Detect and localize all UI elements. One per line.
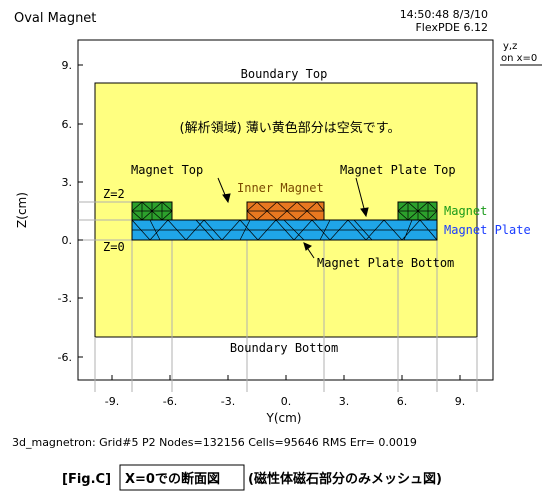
y-tick-label: 6. [62,118,73,131]
view-label-line1: y,z [503,41,517,52]
x-axis-label: Y(cm) [266,411,302,425]
view-label-line2: on x=0 [501,53,537,64]
legend-magnet-plate: Magnet Plate [444,223,531,237]
legend-magnet: Magnet [444,204,487,218]
caption-prefix: [Fig.C] [62,472,111,487]
x-tick-label: 3. [339,395,350,408]
label-analysis-region: (解析領域) 薄い黄色部分は空気です。 [180,120,401,136]
label-boundary-top: Boundary Top [241,67,328,81]
y-tick-label: -6. [58,351,72,364]
label-z2: Z=2 [103,187,125,201]
label-magnet-plate-top: Magnet Plate Top [340,163,456,177]
y-axis: 9. 6. 3. 0. -3. -6. Z(cm) [15,59,83,364]
magnet-right [397,201,438,221]
y-tick-label: 3. [62,176,73,189]
y-tick-label: 0. [62,234,73,247]
caption-box [119,464,245,491]
x-tick-label: -9. [105,395,119,408]
x-axis: -9. -6. -3. 0. 3. 6. 9. Y(cm) [105,375,465,425]
inner-magnet [246,201,325,221]
label-inner-magnet: Inner Magnet [237,181,324,195]
y-tick-label: 9. [62,59,73,72]
x-tick-label: 6. [397,395,408,408]
run-stats: 3d_magnetron: Grid#5 P2 Nodes=132156 Cel… [12,436,417,449]
timestamp: 14:50:48 8/3/10 [400,8,488,21]
annotation-arrows [217,177,369,259]
caption-boxed-text: X=0での断面図 [125,471,220,487]
x-tick-label: 0. [281,395,292,408]
x-tick-label: 9. [455,395,466,408]
software-version: FlexPDE 6.12 [415,21,488,34]
x-tick-label: -6. [163,395,177,408]
label-magnet-top: Magnet Top [131,163,203,177]
magnet-plate [131,219,438,241]
plot-title: Oval Magnet [14,11,96,26]
label-boundary-bottom: Boundary Bottom [230,341,338,355]
y-axis-label: Z(cm) [15,192,29,228]
caption-suffix: (磁性体磁石部分のみメッシュ図) [248,471,442,487]
y-tick-label: -3. [58,292,72,305]
guide-lines [78,201,478,392]
x-tick-label: -3. [221,395,235,408]
label-z0: Z=0 [103,240,125,254]
magnet-left [131,201,173,221]
label-magnet-plate-bottom: Magnet Plate Bottom [317,256,454,270]
